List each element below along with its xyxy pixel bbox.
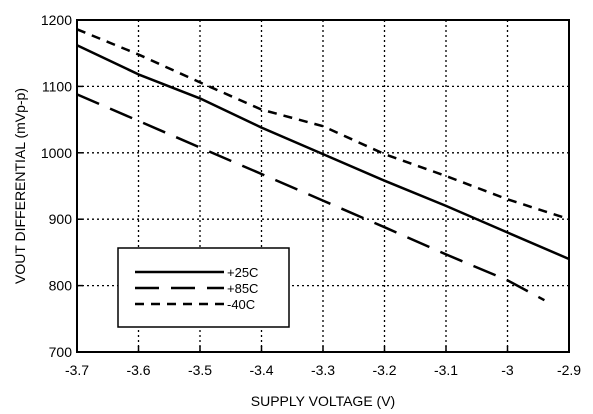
x-tick-label: -3.2 xyxy=(372,362,396,378)
legend-label-minus40c: -40C xyxy=(227,297,255,312)
legend: +25C +85C -40C xyxy=(117,247,290,328)
x-tick-label: -3 xyxy=(501,362,514,378)
y-tick-label: 900 xyxy=(49,211,73,227)
series-line-25c xyxy=(76,44,570,261)
x-tick-label: -3.6 xyxy=(126,362,150,378)
series-line-85c xyxy=(76,93,545,302)
y-axis-title: VOUT DIFFERENTIAL (mVp-p) xyxy=(12,88,28,284)
legend-label-85c: +85C xyxy=(227,281,258,296)
x-tick-label: -2.9 xyxy=(557,362,581,378)
x-tick-label: -3.7 xyxy=(65,362,89,378)
series-group xyxy=(76,28,570,302)
y-tick-label: 700 xyxy=(49,344,73,360)
x-tick-label: -3.4 xyxy=(249,362,273,378)
x-tick-label: -3.5 xyxy=(188,362,212,378)
y-tick-label: 1000 xyxy=(41,145,72,161)
x-tick-label: -3.3 xyxy=(311,362,335,378)
x-tick-label: -3.1 xyxy=(434,362,458,378)
y-tick-label: 1100 xyxy=(42,78,72,94)
y-tick-label: 800 xyxy=(49,278,73,294)
tick-labels: -3.7 -3.6 -3.5 -3.4 -3.3 -3.2 -3.1 -3 -2.9 700 800… xyxy=(41,12,581,378)
y-tick-label: 1200 xyxy=(41,12,72,28)
series-line-40c xyxy=(76,28,570,221)
legend-label-25c: +25C xyxy=(227,265,258,280)
grid xyxy=(77,20,569,352)
x-axis-title: SUPPLY VOLTAGE (V) xyxy=(251,393,395,409)
